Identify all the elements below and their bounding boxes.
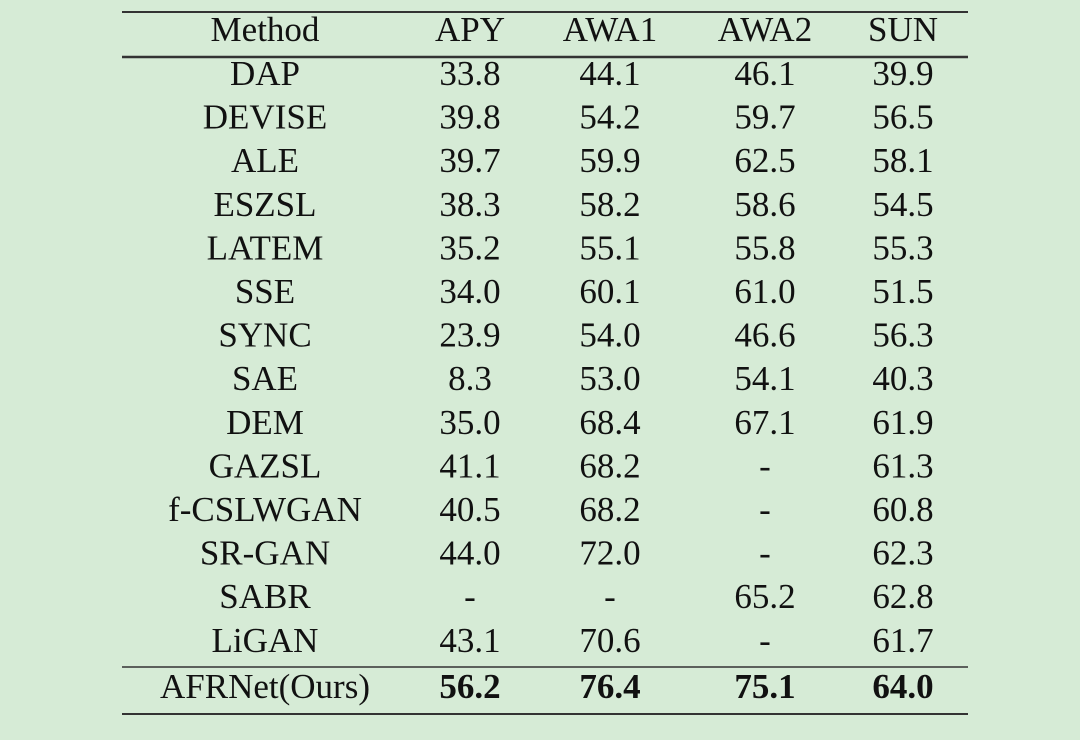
value-cell: 61.7: [872, 621, 933, 660]
value-cell: 62.3: [872, 534, 933, 573]
value-cell: 39.7: [439, 141, 500, 180]
method-cell: SSE: [235, 272, 295, 311]
method-cell: SYNC: [218, 316, 311, 355]
value-cell: 54.2: [579, 98, 640, 137]
value-cell: 39.9: [872, 54, 933, 93]
value-cell: -: [759, 490, 771, 529]
value-cell: -: [759, 446, 771, 485]
value-cell: 68.4: [579, 403, 640, 442]
value-cell: 60.8: [872, 490, 933, 529]
value-cell: 75.1: [734, 667, 795, 706]
method-cell: SR-GAN: [200, 534, 330, 573]
value-cell: 58.6: [734, 185, 795, 224]
value-cell: 44.0: [439, 534, 500, 573]
value-cell: 54.5: [872, 185, 933, 224]
method-cell: SAE: [232, 359, 298, 398]
value-cell: 35.0: [439, 403, 500, 442]
method-cell: LATEM: [207, 228, 324, 267]
value-cell: 38.3: [439, 185, 500, 224]
value-cell: 61.0: [734, 272, 795, 311]
value-cell: 40.5: [439, 490, 500, 529]
value-cell: 55.1: [579, 228, 640, 267]
method-cell: f-CSLWGAN: [168, 490, 362, 529]
value-cell: 70.6: [579, 621, 640, 660]
value-cell: 76.4: [579, 667, 640, 706]
value-cell: 64.0: [872, 667, 933, 706]
value-cell: 59.7: [734, 98, 795, 137]
value-cell: -: [759, 534, 771, 573]
value-cell: 59.9: [579, 141, 640, 180]
method-cell: DAP: [230, 54, 300, 93]
value-cell: 35.2: [439, 228, 500, 267]
value-cell: -: [604, 577, 616, 616]
value-cell: 68.2: [579, 490, 640, 529]
value-cell: 58.1: [872, 141, 933, 180]
value-cell: 51.5: [872, 272, 933, 311]
value-cell: 46.1: [734, 54, 795, 93]
value-cell: 40.3: [872, 359, 933, 398]
value-cell: 41.1: [439, 446, 500, 485]
value-cell: 56.2: [439, 667, 500, 706]
value-cell: 56.3: [872, 316, 933, 355]
value-cell: 44.1: [579, 54, 640, 93]
value-cell: 55.3: [872, 228, 933, 267]
method-cell: LiGAN: [212, 621, 319, 660]
header-cell: AWA2: [718, 10, 812, 49]
value-cell: 67.1: [734, 403, 795, 442]
header-cell: AWA1: [563, 10, 657, 49]
value-cell: 60.1: [579, 272, 640, 311]
value-cell: 62.8: [872, 577, 933, 616]
value-cell: 62.5: [734, 141, 795, 180]
value-cell: 53.0: [579, 359, 640, 398]
method-cell: AFRNet(Ours): [160, 667, 370, 706]
header-cell: Method: [211, 10, 320, 49]
header-cell: APY: [435, 10, 505, 49]
value-cell: 33.8: [439, 54, 500, 93]
method-cell: GAZSL: [209, 446, 322, 485]
value-cell: 8.3: [448, 359, 492, 398]
value-cell: 34.0: [439, 272, 500, 311]
value-cell: 54.1: [734, 359, 795, 398]
value-cell: -: [464, 577, 476, 616]
value-cell: 54.0: [579, 316, 640, 355]
method-cell: SABR: [219, 577, 311, 616]
method-cell: DEVISE: [203, 98, 327, 137]
value-cell: 68.2: [579, 446, 640, 485]
value-cell: 56.5: [872, 98, 933, 137]
value-cell: -: [759, 621, 771, 660]
value-cell: 61.3: [872, 446, 933, 485]
value-cell: 61.9: [872, 403, 933, 442]
value-cell: 43.1: [439, 621, 500, 660]
header-cell: SUN: [868, 10, 938, 49]
value-cell: 39.8: [439, 98, 500, 137]
value-cell: 72.0: [579, 534, 640, 573]
value-cell: 46.6: [734, 316, 795, 355]
value-cell: 23.9: [439, 316, 500, 355]
value-cell: 55.8: [734, 228, 795, 267]
method-cell: ALE: [231, 141, 299, 180]
value-cell: 58.2: [579, 185, 640, 224]
method-cell: ESZSL: [213, 185, 316, 224]
method-cell: DEM: [226, 403, 304, 442]
value-cell: 65.2: [734, 577, 795, 616]
